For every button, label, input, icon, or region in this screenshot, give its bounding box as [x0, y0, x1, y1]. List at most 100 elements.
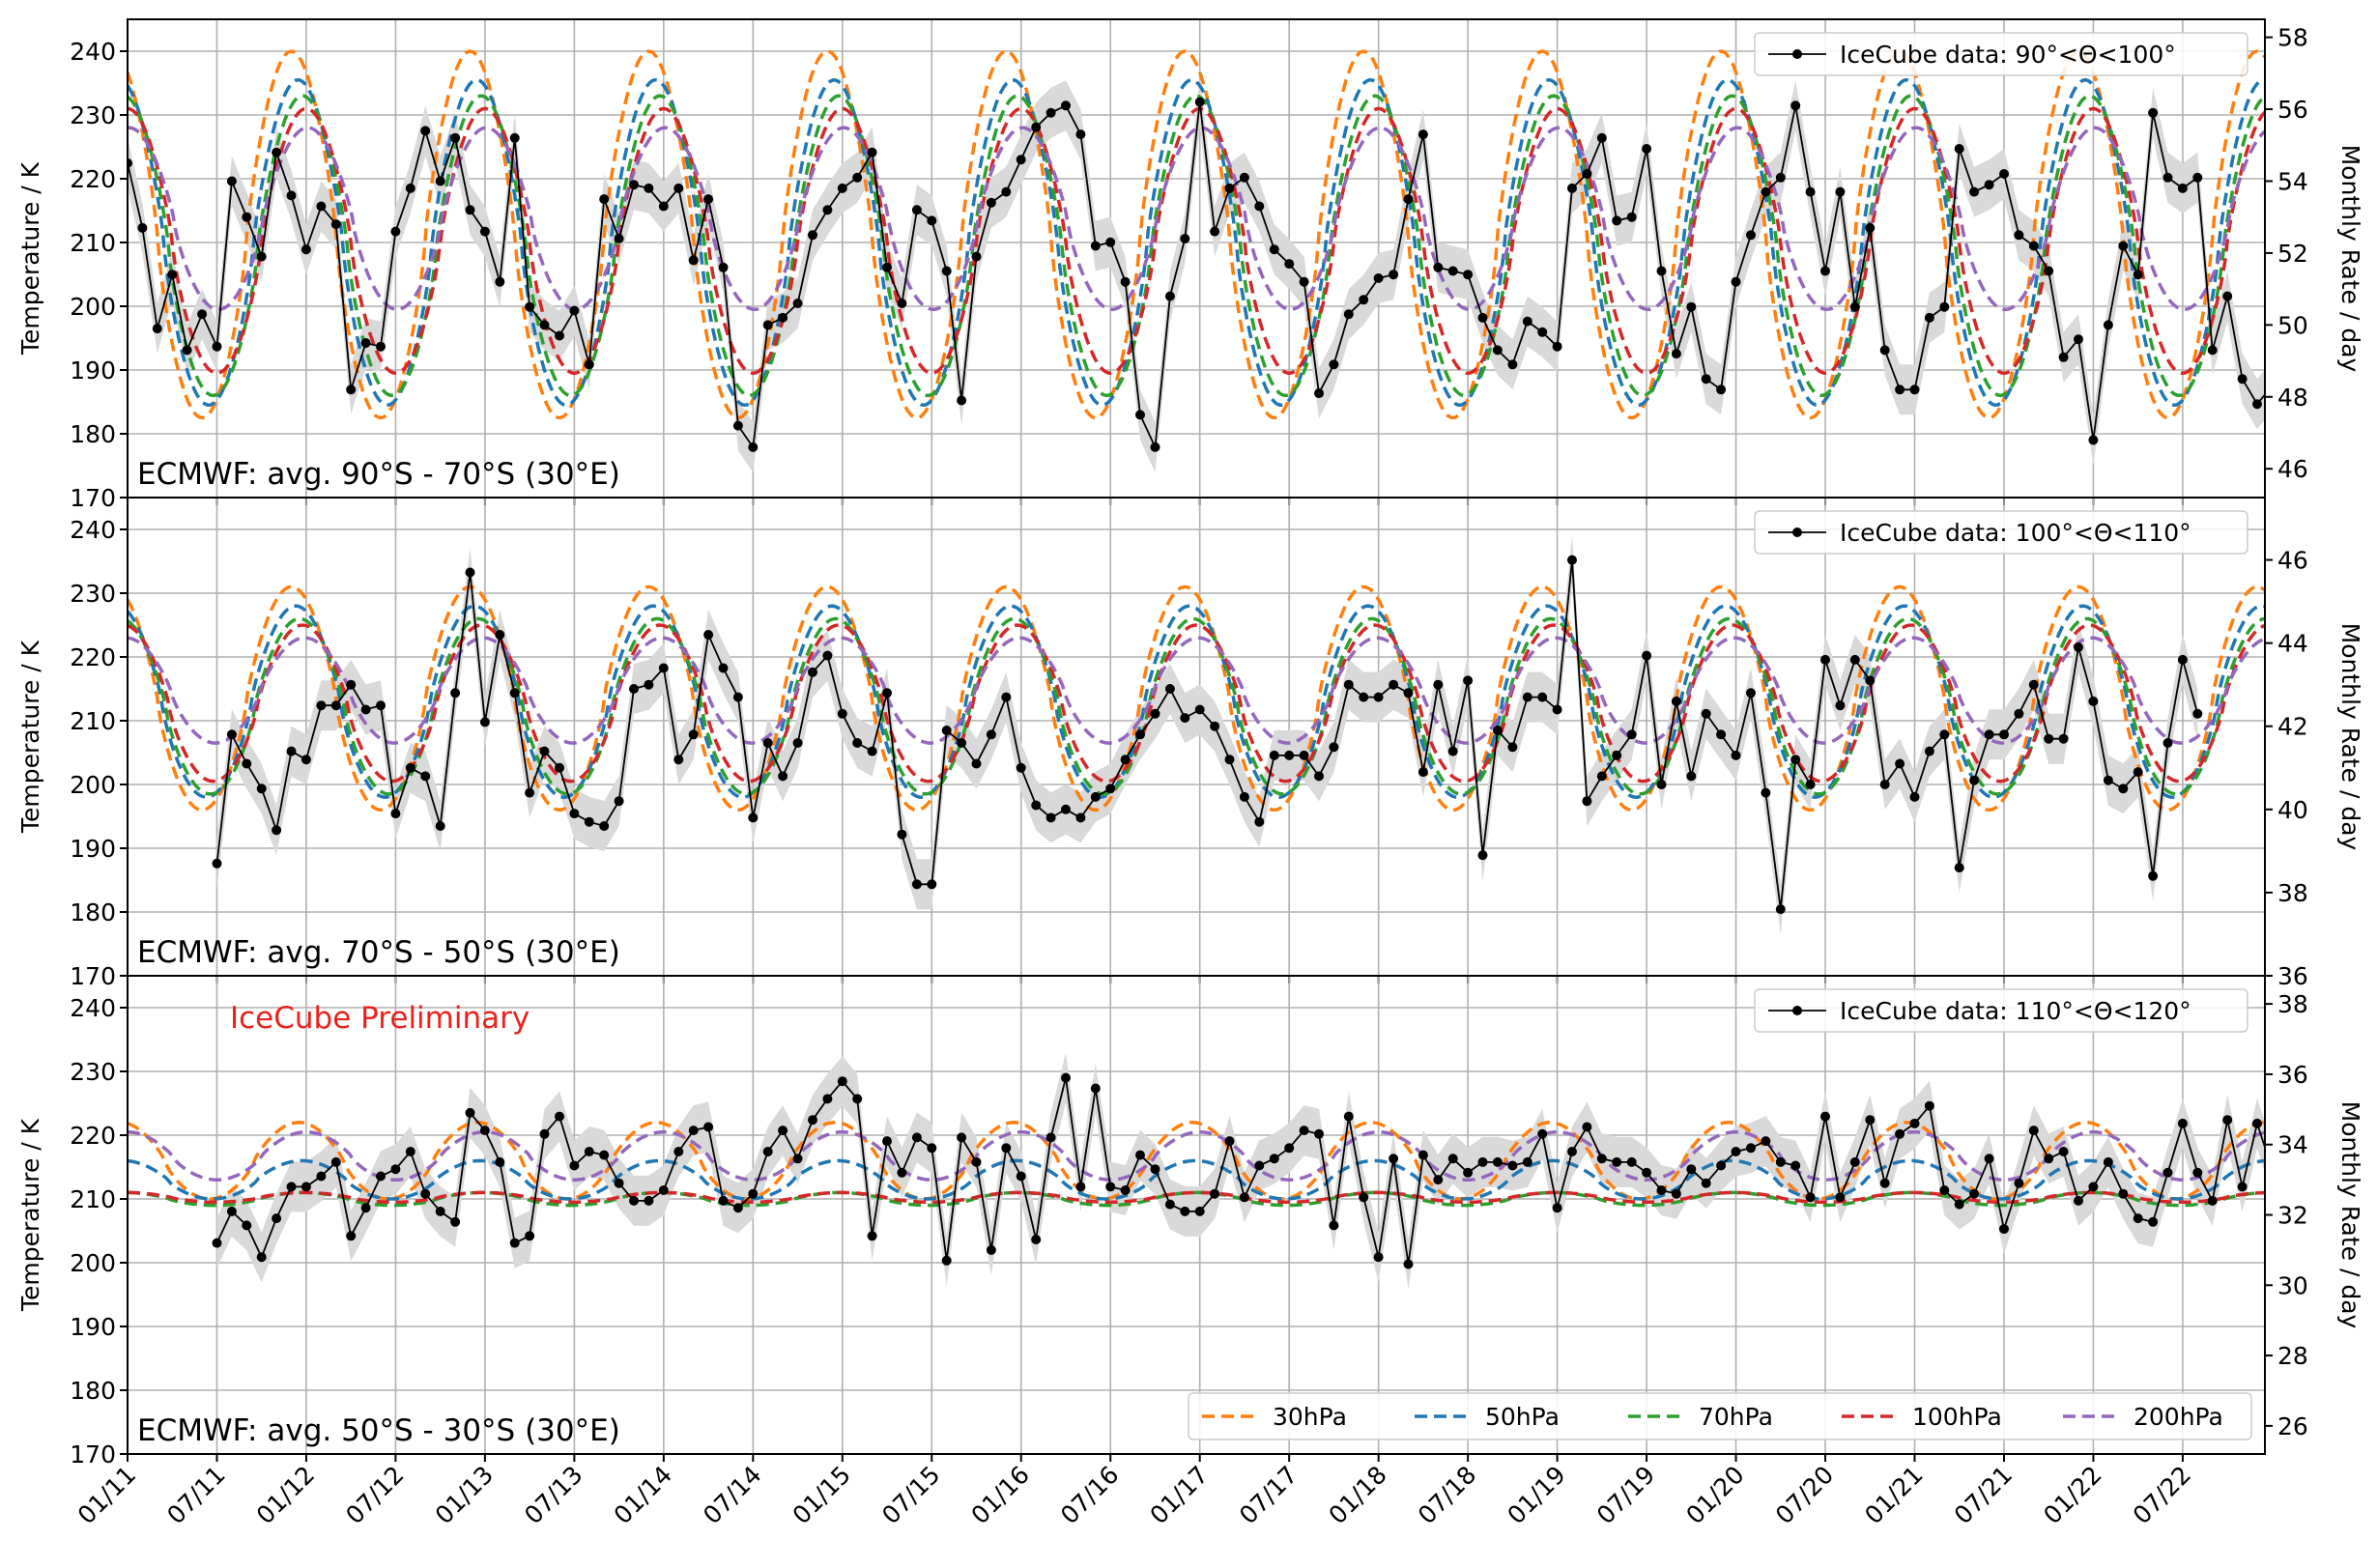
icecube-point [466, 1108, 475, 1118]
icecube-point [644, 680, 653, 690]
icecube-point [2252, 1119, 2262, 1128]
icecube-point [1732, 277, 1741, 287]
icecube-point [703, 194, 713, 204]
x-tick-label: 07/19 [1591, 1461, 1660, 1529]
icecube-point [2044, 734, 2053, 744]
x-tick-label: 01/13 [430, 1461, 499, 1529]
icecube-point [2312, 1224, 2322, 1234]
y2-tick-label: 50 [2277, 311, 2308, 339]
icecube-point [1716, 385, 1726, 394]
icecube-point [1790, 755, 1800, 764]
icecube-point [629, 180, 639, 189]
icecube-point [1061, 805, 1071, 814]
gridlines [128, 19, 2265, 498]
icecube-point [927, 1143, 936, 1153]
icecube-point [213, 859, 222, 869]
icecube-point [1553, 1203, 1562, 1212]
icecube-point [1017, 155, 1026, 164]
icecube-point [1448, 267, 1458, 276]
icecube-point [510, 133, 520, 143]
icecube-point [703, 630, 713, 640]
icecube-point [1761, 187, 1770, 197]
icecube-point [2104, 320, 2113, 329]
icecube-point [1627, 213, 1637, 222]
icecube-point [615, 234, 624, 243]
icecube-point [1642, 144, 1651, 154]
icecube-point [1746, 1143, 1756, 1153]
icecube-point [1344, 1112, 1354, 1122]
icecube-point [1939, 302, 1949, 312]
icecube-point [585, 359, 594, 369]
icecube-point [1776, 173, 1786, 183]
y2-tick-label: 26 [2277, 1412, 2308, 1440]
icecube-point [2178, 655, 2188, 665]
icecube-point [1686, 302, 1696, 312]
icecube-point [2371, 1147, 2377, 1156]
icecube-point [882, 688, 892, 698]
icecube-point [2029, 242, 2039, 251]
icecube-point [1121, 1185, 1131, 1195]
icecube-point [1582, 169, 1591, 179]
icecube-point [1075, 129, 1085, 139]
x-tick-label: 01/17 [1144, 1461, 1213, 1529]
icecube-point [972, 252, 982, 262]
icecube-point [659, 664, 669, 673]
icecube-point [1806, 780, 1816, 789]
x-tick-label: 01/22 [2038, 1461, 2106, 1529]
icecube-point [1418, 1151, 1428, 1160]
icecube-point [301, 1182, 311, 1191]
legend-label-70hPa: 70hPa [1699, 1403, 1773, 1431]
icecube-point [719, 263, 729, 272]
icecube-point [1061, 100, 1071, 110]
icecube-point [1627, 729, 1637, 739]
icecube-point [2044, 267, 2053, 276]
y-tick-label: 170 [70, 1440, 116, 1468]
icecube-point [242, 213, 251, 222]
icecube-point [1017, 763, 1026, 773]
icecube-point [1151, 1164, 1160, 1174]
icecube-point [1880, 780, 1890, 789]
icecube-point [733, 421, 743, 431]
icecube-point [1284, 1143, 1294, 1153]
panel-annotation: ECMWF: avg. 90°S - 70°S (30°E) [137, 457, 620, 492]
icecube-point [1507, 359, 1517, 369]
icecube-point [1270, 244, 1279, 254]
icecube-point [1790, 1161, 1800, 1171]
icecube-point [793, 738, 803, 748]
icecube-point [793, 299, 803, 308]
icecube-point [1761, 788, 1770, 798]
icecube-point [390, 1164, 400, 1174]
series-line-30hPa [128, 51, 2265, 418]
y-tick-label: 180 [70, 898, 116, 927]
icecube-point [1151, 442, 1160, 452]
x-tick-label: 07/21 [1949, 1461, 2018, 1529]
x-tick-label: 07/11 [161, 1461, 230, 1529]
icecube-point [778, 313, 788, 323]
icecube-point [1895, 1129, 1904, 1139]
icecube-point [778, 771, 788, 781]
icecube-point [1969, 1189, 1979, 1199]
panel-2: 170180190200210220230240363840424446Temp… [16, 498, 2364, 990]
y-axis-label: Temperature / K [16, 161, 44, 356]
icecube-point [272, 825, 281, 835]
icecube-point [1686, 1164, 1696, 1174]
icecube-point [183, 345, 192, 355]
icecube-point [1746, 688, 1756, 698]
icecube-point [137, 223, 147, 233]
icecube-point [1075, 1182, 1085, 1191]
icecube-legend: IceCube data: 100°<Θ<110° [1755, 511, 2248, 554]
icecube-point [1031, 123, 1041, 132]
icecube-point [390, 809, 400, 818]
icecube-point [927, 879, 936, 889]
icecube-point [1165, 684, 1175, 694]
icecube-point [1344, 309, 1354, 319]
icecube-point [882, 263, 892, 272]
icecube-point [1046, 813, 1056, 822]
icecube-point [942, 1256, 952, 1266]
icecube-point [2222, 292, 2232, 301]
icecube-error-band [217, 535, 2198, 935]
icecube-point [2118, 784, 2128, 793]
icecube-point [1657, 267, 1667, 276]
icecube-point [272, 148, 281, 157]
icecube-point [1939, 729, 1949, 739]
